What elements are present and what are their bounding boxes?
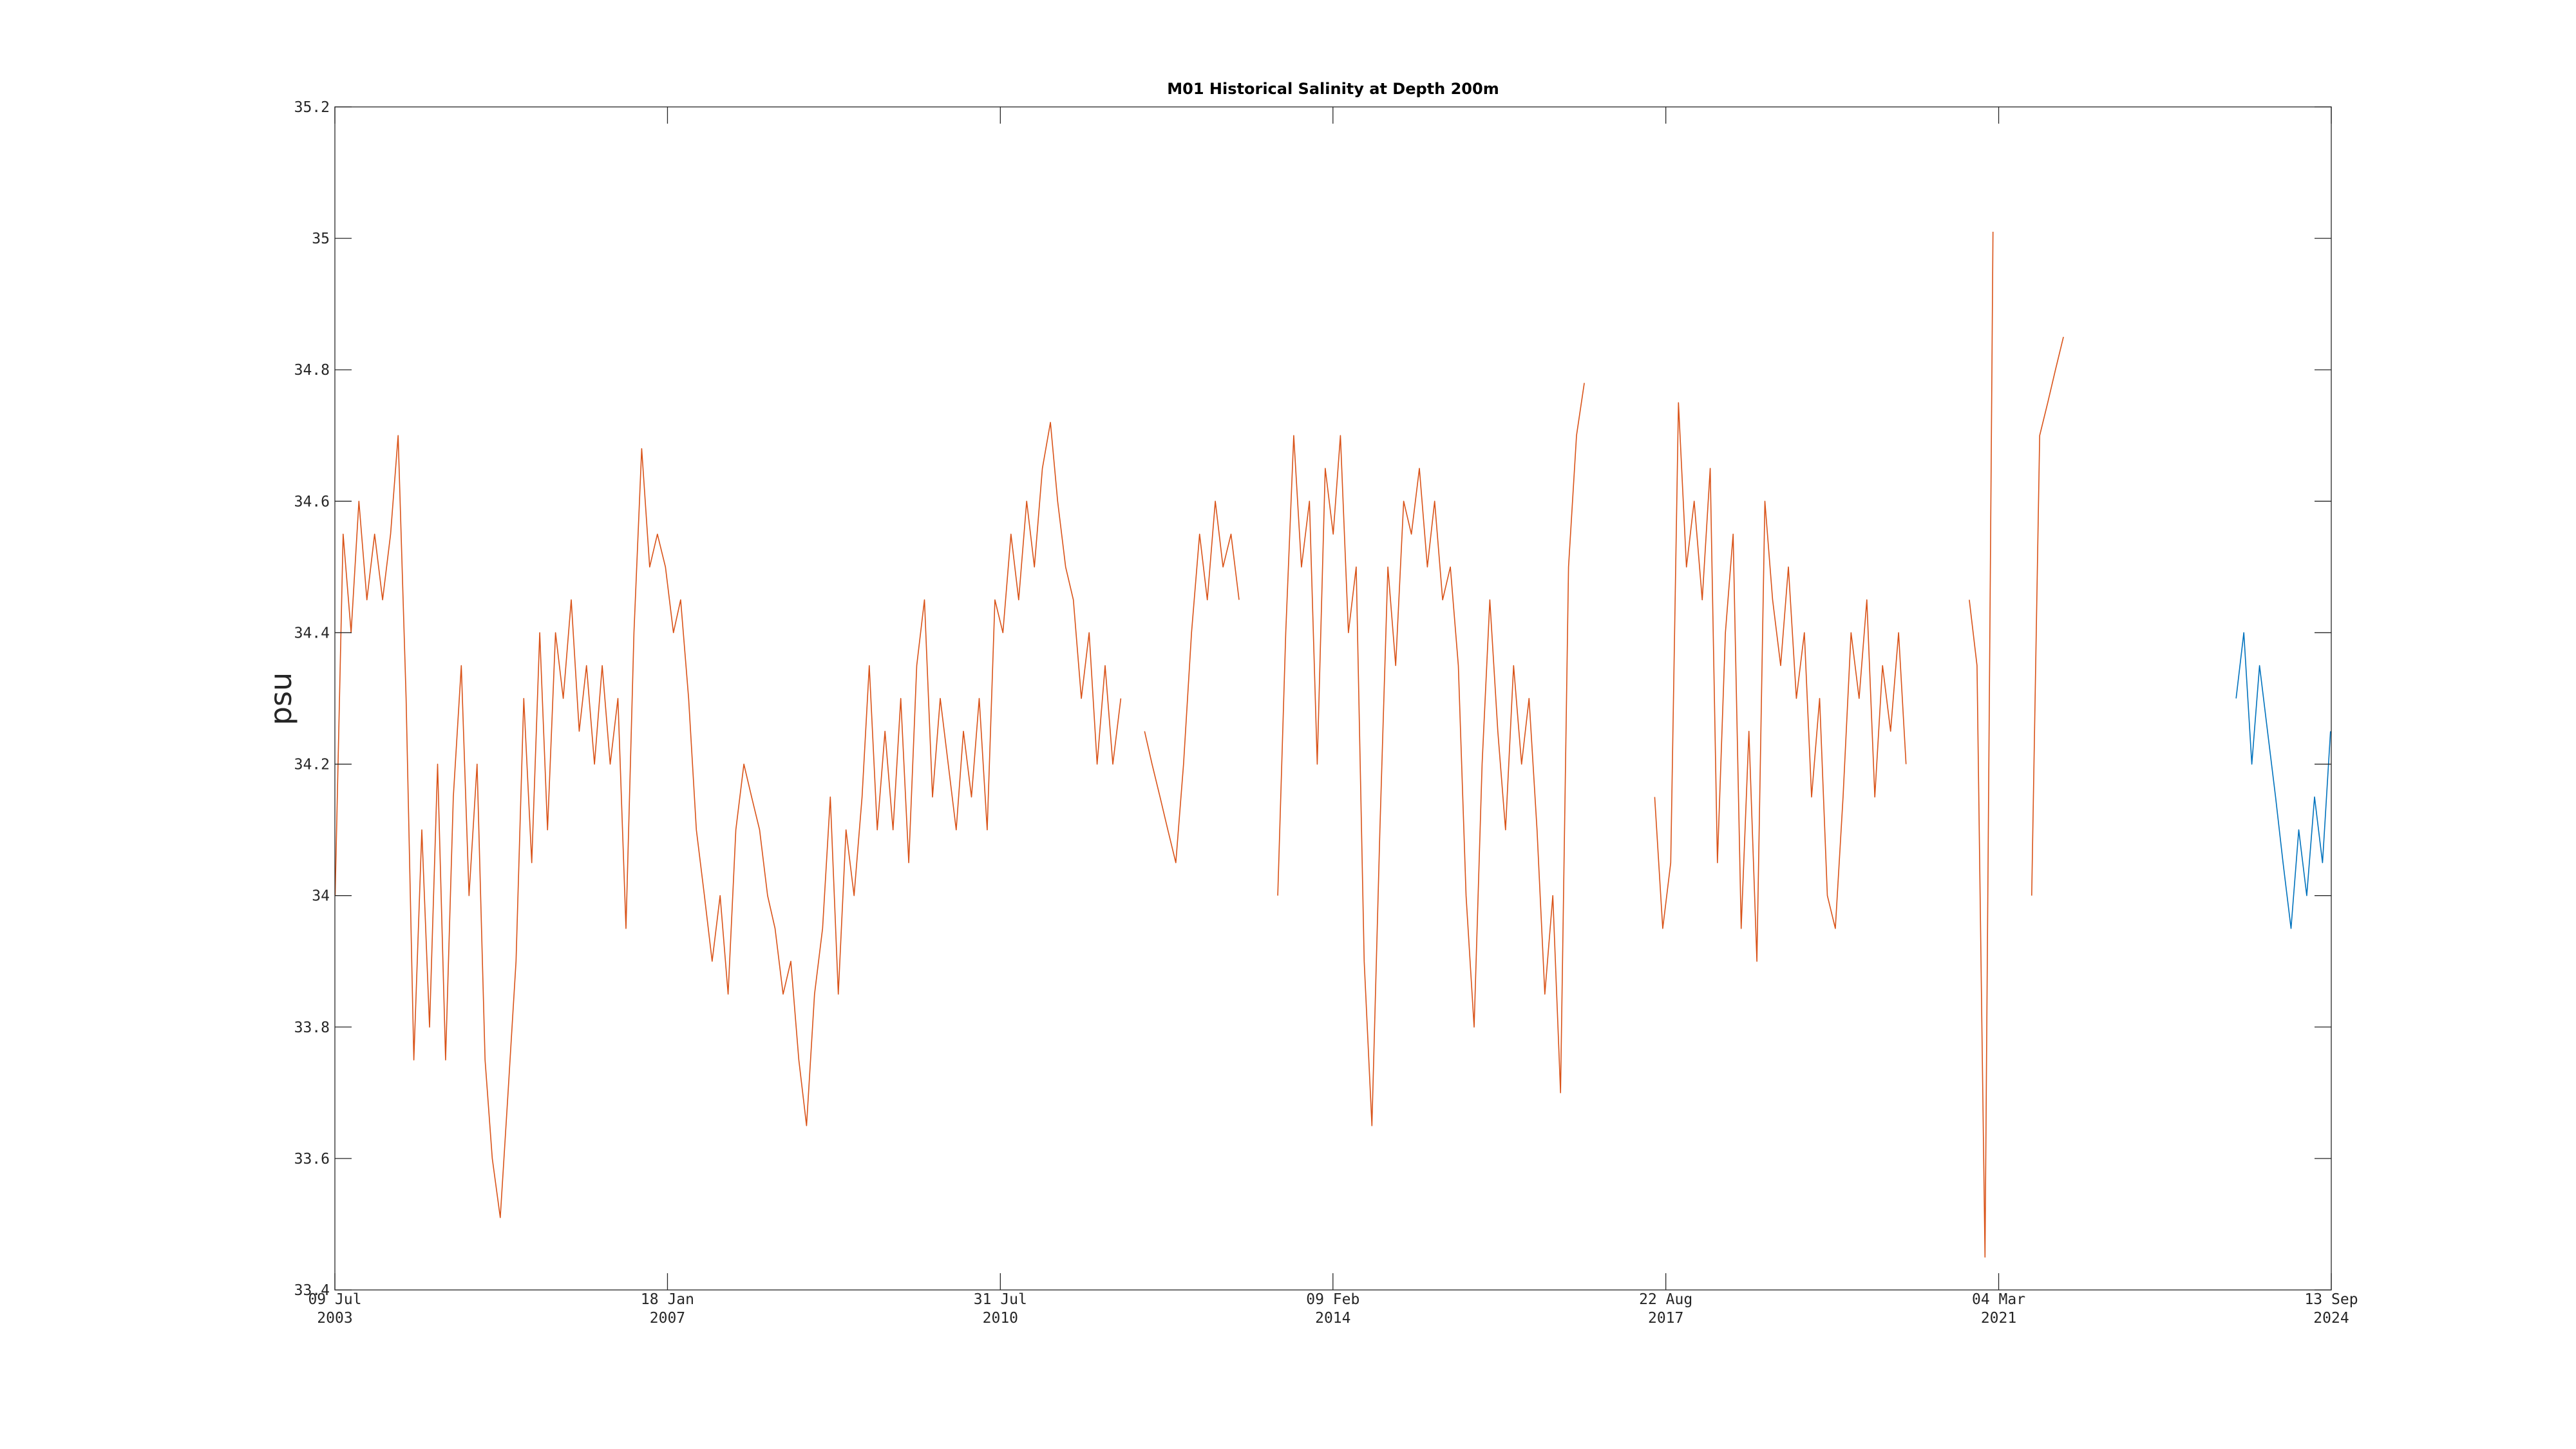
x-tick-label-line: 09 Feb xyxy=(1306,1291,1359,1308)
x-tick-label-line: 31 Jul xyxy=(974,1291,1027,1308)
y-tick-label: 35 xyxy=(312,231,330,247)
x-tick-label: 09 Feb 2014 xyxy=(1306,1291,1359,1327)
x-tick-label-line: 22 Aug xyxy=(1639,1291,1692,1308)
chart-title: M01 Historical Salinity at Depth 200m xyxy=(1167,80,1499,98)
x-tick-label-line: 13 Sep xyxy=(2304,1291,2358,1308)
y-tick-label: 33.8 xyxy=(294,1019,330,1036)
x-tick-label-line: 2021 xyxy=(1981,1310,2016,1327)
x-tick-label: 04 Mar 2021 xyxy=(1972,1291,2025,1327)
x-tick-label-line: 2017 xyxy=(1648,1310,1683,1327)
x-tick-label-line: 2003 xyxy=(317,1310,352,1327)
x-tick-label-line: 2010 xyxy=(983,1310,1018,1327)
x-tick-label: 13 Sep 2024 xyxy=(2304,1291,2358,1327)
x-tick-label: 22 Aug 2017 xyxy=(1639,1291,1692,1327)
x-tick-label-line: 2007 xyxy=(650,1310,685,1327)
x-tick-label-line: 18 Jan xyxy=(641,1291,694,1308)
y-tick-label: 33.4 xyxy=(294,1282,330,1299)
x-tick-label-line: 2014 xyxy=(1315,1310,1350,1327)
y-tick-label: 34 xyxy=(312,888,330,905)
y-tick-label: 35.2 xyxy=(294,99,330,116)
x-tick-label-line: 09 Jul xyxy=(308,1291,361,1308)
y-tick-label: 34.8 xyxy=(294,362,330,379)
data-line xyxy=(2235,632,2331,929)
y-tick-label: 34.4 xyxy=(294,625,330,641)
y-tick-label: 34.6 xyxy=(294,493,330,510)
x-tick-label-line: 04 Mar xyxy=(1972,1291,2025,1308)
x-tick-label: 31 Jul 2010 xyxy=(974,1291,1027,1327)
x-tick-label: 18 Jan 2007 xyxy=(641,1291,694,1327)
data-line xyxy=(334,231,2064,1258)
plot-area xyxy=(335,107,2331,1290)
y-axis-label: psu xyxy=(263,672,298,725)
x-tick-label-line: 2024 xyxy=(2313,1310,2349,1327)
y-tick-label: 33.6 xyxy=(294,1151,330,1168)
x-tick-label: 09 Jul 2003 xyxy=(308,1291,361,1327)
y-tick-label: 34.2 xyxy=(294,757,330,773)
